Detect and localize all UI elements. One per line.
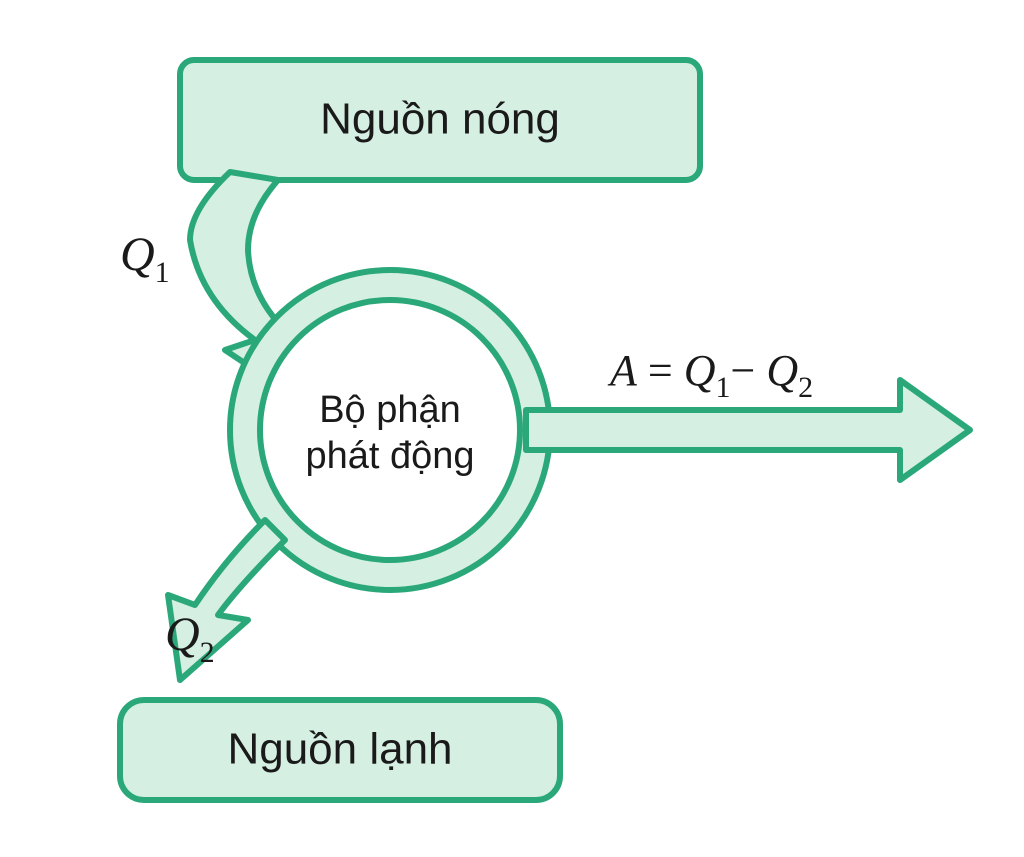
cold-source-box: Nguồn lạnh <box>120 700 560 800</box>
hot-source-label: Nguồn nóng <box>320 95 560 144</box>
q1-label: Q1 <box>120 228 170 289</box>
cold-source-label: Nguồn lạnh <box>227 725 452 774</box>
hot-source-box: Nguồn nóng <box>180 60 700 180</box>
engine-label-line1: Bộ phận <box>319 389 461 431</box>
engine-label-line2: phát động <box>305 435 474 477</box>
work-equation: A = Q1− Q2 <box>607 346 813 404</box>
work-arrow <box>526 380 970 480</box>
heat-engine-diagram: Nguồn nóng Q1 Bộ phận phát động A = Q1− … <box>0 0 1024 857</box>
